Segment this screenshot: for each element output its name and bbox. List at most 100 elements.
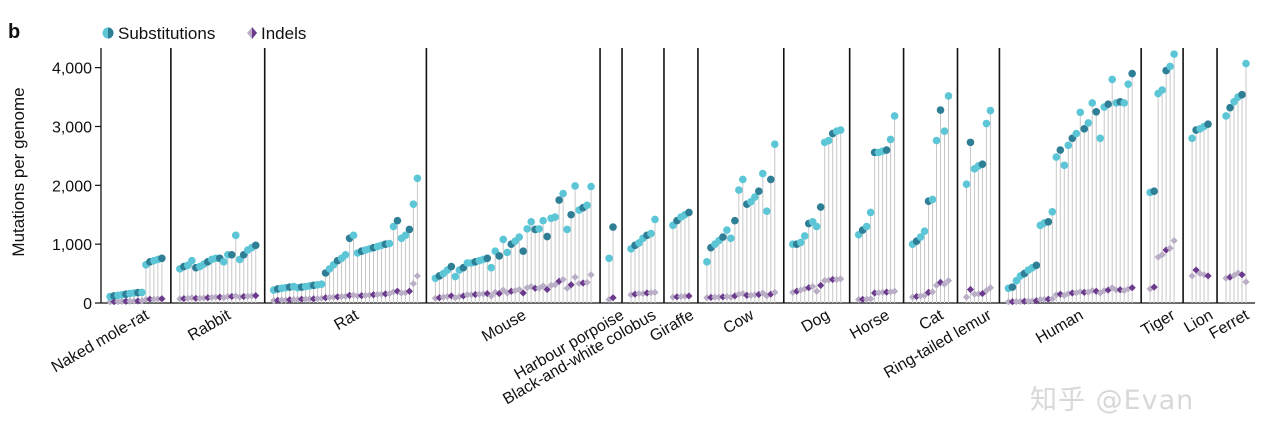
substitution-point	[527, 218, 535, 226]
indel-point	[605, 295, 613, 304]
substitution-point	[685, 208, 693, 217]
indel-point	[1020, 297, 1028, 305]
substitution-point	[1008, 283, 1017, 291]
indel-point	[747, 291, 755, 299]
indel-point	[731, 292, 739, 300]
indel-point	[978, 289, 987, 298]
y-tick-label: 0	[83, 296, 92, 313]
indel-point	[829, 275, 837, 284]
substitution-point	[762, 207, 771, 216]
indel-point	[547, 281, 555, 289]
substitution-point	[523, 225, 531, 233]
indel-point	[920, 291, 929, 299]
substitution-point	[890, 112, 899, 120]
indel-point	[381, 290, 390, 298]
indel-point	[495, 289, 503, 298]
x-tick-label: Naked mole-rat	[49, 306, 153, 376]
substitution-point	[231, 231, 240, 240]
substitution-point	[1158, 86, 1166, 94]
indel-point	[192, 294, 200, 302]
indel-point	[345, 291, 354, 299]
indel-point	[1192, 266, 1200, 274]
indel-point	[511, 287, 519, 295]
indel-point	[290, 295, 298, 304]
substitution-point	[1238, 90, 1246, 99]
indel-point	[1116, 286, 1124, 294]
substitution-point	[563, 225, 571, 234]
indel-point	[373, 290, 382, 299]
substitution-point	[587, 182, 595, 191]
indel-point	[539, 282, 547, 290]
indel-point	[685, 292, 693, 300]
indel-point	[882, 288, 891, 296]
substitution-point	[1052, 153, 1061, 161]
indel-point	[527, 282, 535, 291]
indel-point	[1242, 278, 1250, 286]
indel-point	[270, 297, 278, 305]
indel-point	[817, 281, 825, 289]
x-tick-label: Mouse	[479, 307, 529, 346]
indel-point	[809, 282, 817, 291]
indel-point	[314, 294, 322, 303]
substitution-point	[703, 258, 711, 266]
indel-point	[224, 292, 232, 301]
substitution-point	[317, 280, 326, 288]
indel-point	[631, 290, 639, 298]
indel-point	[321, 294, 330, 302]
substitution-point	[1080, 125, 1089, 133]
indel-point	[357, 292, 366, 300]
indel-point	[1008, 298, 1017, 306]
indel-point	[833, 275, 841, 284]
indel-point	[130, 297, 138, 305]
substitution-point	[944, 92, 953, 100]
substitution-point	[535, 225, 543, 233]
substitution-point	[1204, 120, 1212, 128]
indel-point	[126, 297, 134, 305]
substitution-point	[916, 233, 925, 241]
indel-point	[1150, 283, 1158, 291]
indel-point	[681, 292, 689, 300]
indel-point	[385, 289, 394, 298]
indel-point	[212, 293, 220, 301]
substitution-point	[824, 136, 833, 145]
indel-point	[703, 294, 711, 302]
indel-point	[1112, 286, 1120, 294]
indel-point	[507, 287, 515, 295]
substitution-point	[920, 227, 929, 236]
indel-point	[146, 295, 154, 303]
substitution-point	[1032, 261, 1041, 270]
substitution-point	[816, 203, 825, 211]
substitution-point	[401, 231, 410, 240]
indel-point	[1092, 287, 1100, 295]
indel-point	[369, 291, 378, 299]
x-tick-label: Rabbit	[185, 306, 234, 344]
legend: Substitutions Indels	[102, 24, 306, 43]
substitution-point	[1064, 141, 1073, 150]
indel-point	[1128, 284, 1136, 292]
indel-point	[393, 287, 402, 295]
indel-point	[867, 295, 875, 303]
indel-point	[825, 276, 833, 284]
indel-point	[1088, 287, 1096, 295]
indel-point	[940, 280, 949, 288]
indel-point	[797, 286, 805, 294]
indel-point	[1060, 291, 1068, 299]
substitution-point	[751, 193, 759, 201]
indel-point	[200, 294, 208, 302]
indel-point	[535, 284, 543, 292]
indel-point	[715, 293, 723, 301]
indel-point	[551, 281, 559, 289]
indel-point	[150, 295, 158, 303]
indel-point	[1028, 297, 1036, 305]
indel-point	[1234, 269, 1242, 277]
indel-point	[138, 297, 146, 305]
indel-point	[244, 292, 252, 300]
indel-point	[962, 293, 971, 301]
indel-point	[208, 293, 216, 302]
substitution-point	[770, 140, 779, 148]
indel-point	[1238, 271, 1246, 279]
substitution-point	[571, 182, 579, 190]
indel-point	[467, 291, 475, 299]
indel-point	[196, 294, 204, 302]
x-tick-label: Cat	[916, 306, 947, 333]
